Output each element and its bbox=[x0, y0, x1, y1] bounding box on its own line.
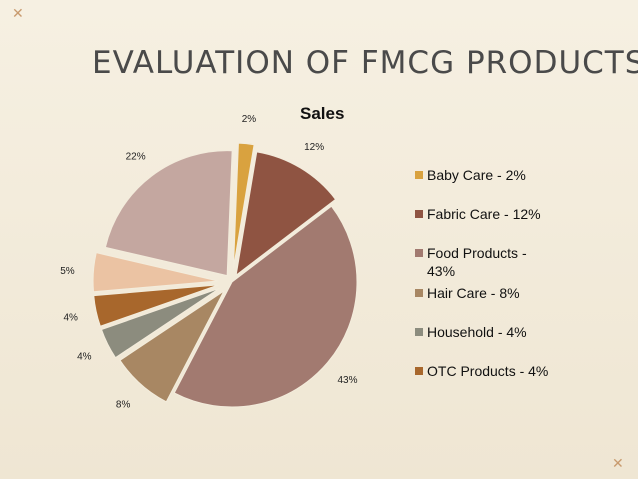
legend-label: Household - 4% bbox=[427, 324, 527, 340]
chart-legend: Baby Care - 2% Fabric Care - 12% Food Pr… bbox=[415, 166, 615, 401]
pie-data-label: 22% bbox=[126, 152, 146, 163]
pie-data-label: 8% bbox=[116, 399, 131, 410]
chart-title: Sales bbox=[300, 104, 345, 123]
pie-slice bbox=[104, 150, 233, 277]
pie-data-label: 4% bbox=[63, 313, 78, 324]
legend-item-fabric-care: Fabric Care - 12% bbox=[415, 205, 615, 225]
pie-data-label: 12% bbox=[304, 142, 324, 153]
corner-decoration-icon: ✕ bbox=[12, 5, 24, 21]
pie-data-label: 4% bbox=[77, 352, 92, 363]
pie-slice bbox=[235, 151, 337, 277]
legend-label: Food Products - 43% bbox=[427, 245, 527, 279]
pie-slice bbox=[93, 284, 219, 327]
legend-label: OTC Products - 4% bbox=[427, 363, 549, 379]
pie-slice bbox=[232, 142, 255, 269]
corner-decoration-icon: ✕ bbox=[612, 455, 624, 471]
pie-slice bbox=[173, 205, 358, 408]
legend-label: Baby Care - 2% bbox=[427, 167, 526, 183]
legend-label: Hair Care - 8% bbox=[427, 285, 520, 301]
pie-data-label: 2% bbox=[242, 114, 257, 125]
pie-slice bbox=[100, 287, 220, 359]
legend-swatch bbox=[415, 210, 423, 218]
pie-slice bbox=[119, 290, 225, 403]
pie-data-label: 43% bbox=[338, 375, 358, 386]
pie-slice bbox=[92, 252, 219, 293]
legend-item-food-products: Food Products - 43% bbox=[415, 244, 615, 284]
legend-swatch bbox=[415, 289, 423, 297]
legend-swatch bbox=[415, 249, 423, 257]
legend-swatch bbox=[415, 367, 423, 375]
legend-label: Fabric Care - 12% bbox=[427, 206, 541, 222]
legend-swatch bbox=[415, 171, 423, 179]
legend-item-hair-care: Hair Care - 8% bbox=[415, 284, 615, 304]
legend-swatch bbox=[415, 328, 423, 336]
legend-item-otc-products: OTC Products - 4% bbox=[415, 362, 615, 382]
pie-data-label: 5% bbox=[60, 266, 75, 277]
slide-title: EVALUATION OF FMCG PRODUCTS bbox=[92, 45, 638, 81]
legend-item-baby-care: Baby Care - 2% bbox=[415, 166, 615, 186]
legend-item-household: Household - 4% bbox=[415, 323, 615, 343]
